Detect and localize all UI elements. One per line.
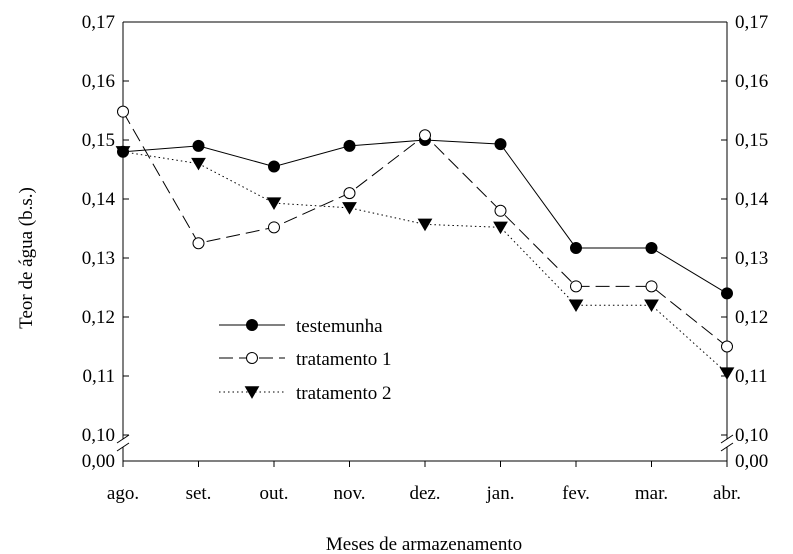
y2-tick-label: 0,11 <box>735 366 768 387</box>
data-point-tratamento-1 <box>494 204 507 217</box>
series-line-tratamento-2 <box>122 151 728 374</box>
y-tick-label: 0,14 <box>82 189 116 210</box>
data-point-tratamento-2 <box>719 367 735 380</box>
left-axis-break-mark <box>116 442 130 452</box>
data-point-testemunha <box>570 241 582 254</box>
y2-tick-label: 0,16 <box>735 71 768 92</box>
data-point-tratamento-1 <box>117 105 129 118</box>
data-point-testemunha <box>343 139 356 152</box>
y2-tick-label: 0,17 <box>735 12 768 33</box>
legend-label-tratamento-1: tratamento 1 <box>296 349 392 370</box>
data-point-tratamento-2 <box>115 146 131 159</box>
data-point-tratamento-2 <box>417 218 433 232</box>
series-line-testemunha <box>122 139 728 294</box>
y-tick-label: 0,10 <box>82 425 115 446</box>
legend-marker-tratamento-1 <box>246 352 258 364</box>
data-point-tratamento-1 <box>343 187 356 200</box>
data-point-tratamento-2 <box>266 197 282 210</box>
data-point-tratamento-1 <box>419 129 431 142</box>
y2-tick-label: 0,12 <box>735 307 768 328</box>
x-tick-label: out. <box>259 483 288 504</box>
x-tick-label: abr. <box>713 483 741 504</box>
y2-tick-label: 0,10 <box>735 425 768 446</box>
y2-tick-label: 0,15 <box>735 130 768 151</box>
y2-tick-label-zero: 0,00 <box>735 451 768 472</box>
legend-marker-testemunha <box>246 319 258 331</box>
data-point-testemunha <box>721 287 733 300</box>
legend: testemunha tratamento 1 tratamento 2 <box>219 316 392 404</box>
x-tick-label: fev. <box>562 483 590 504</box>
data-point-tratamento-1 <box>268 221 280 234</box>
data-point-tratamento-2 <box>493 221 508 235</box>
y-axis-title: Teor de água (b.s.) <box>16 187 37 329</box>
y-tick-label: 0,16 <box>82 71 115 92</box>
data-point-tratamento-2 <box>644 299 659 313</box>
y2-tick-label: 0,13 <box>735 248 768 269</box>
y-tick-label: 0,13 <box>82 248 115 269</box>
x-tick-label: mar. <box>635 483 668 504</box>
y-tick-label: 0,11 <box>82 366 115 387</box>
data-point-tratamento-1 <box>570 280 582 293</box>
data-point-tratamento-2 <box>191 157 206 171</box>
y-tick-label: 0,12 <box>82 307 115 328</box>
data-point-testemunha <box>192 139 205 152</box>
y-tick-label: 0,17 <box>82 12 115 33</box>
x-axis-title: Meses de armazenamento <box>326 534 522 554</box>
legend-marker-tratamento-2 <box>244 386 260 399</box>
legend-label-testemunha: testemunha <box>296 316 383 337</box>
right-axis-break-mark <box>720 442 734 452</box>
right-axis-break-mark <box>720 434 734 444</box>
legend-label-tratamento-2: tratamento 2 <box>296 383 392 404</box>
y-tick-label-zero: 0,00 <box>82 451 115 472</box>
series-layer <box>115 105 735 380</box>
data-point-testemunha <box>494 138 507 151</box>
x-tick-label: dez. <box>409 483 440 504</box>
y-tick-label: 0,15 <box>82 130 115 151</box>
y2-tick-label: 0,14 <box>735 189 769 210</box>
x-tick-label: jan. <box>486 483 515 504</box>
data-point-testemunha <box>645 241 658 254</box>
data-point-tratamento-2 <box>568 299 584 313</box>
data-point-tratamento-2 <box>342 202 357 215</box>
data-point-tratamento-1 <box>192 237 205 250</box>
data-point-testemunha <box>268 160 280 173</box>
data-point-tratamento-1 <box>721 340 733 353</box>
data-point-tratamento-1 <box>645 280 658 293</box>
x-tick-label: ago. <box>107 483 139 504</box>
axes: 0,10 0,10 0,11 0,11 0,12 0,12 0,13 0,13 0,14 0,14… <box>82 12 769 504</box>
left-axis-break-mark <box>116 434 130 444</box>
x-tick-label: nov. <box>333 483 365 504</box>
x-tick-label: set. <box>186 483 212 504</box>
